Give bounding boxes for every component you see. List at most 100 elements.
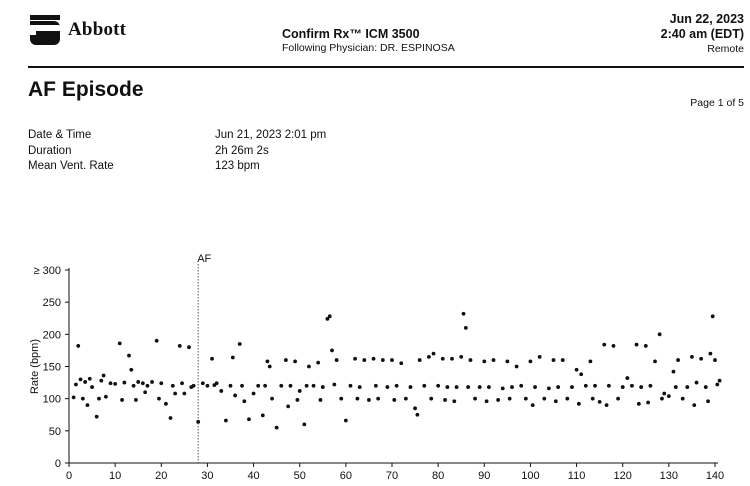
- x-tick-label: 40: [247, 470, 259, 482]
- data-point: [145, 383, 150, 388]
- following-physician: Following Physician: DR. ESPINOSA: [282, 42, 455, 54]
- data-point: [463, 326, 468, 330]
- data-point: [191, 383, 196, 388]
- report-mode: Remote: [707, 43, 744, 55]
- data-point: [528, 359, 533, 364]
- detail-row-mean-rate: Mean Vent. Rate 123 bpm: [28, 159, 326, 175]
- data-point: [408, 385, 413, 389]
- y-tick-label: 100: [43, 394, 61, 406]
- data-point: [283, 358, 288, 362]
- data-point: [330, 348, 334, 353]
- x-tick-label: 60: [340, 470, 352, 482]
- data-point: [630, 383, 634, 388]
- data-point: [685, 385, 690, 389]
- detail-value: 123 bpm: [215, 160, 260, 172]
- data-point: [694, 380, 699, 385]
- af-onset-label: AF: [197, 253, 211, 265]
- data-point: [403, 396, 408, 401]
- data-point: [196, 419, 201, 424]
- data-point: [590, 396, 595, 401]
- y-tick-label: 50: [49, 426, 61, 438]
- data-point: [316, 360, 321, 365]
- data-point: [270, 396, 274, 401]
- device-name: Confirm Rx™ ICM 3500: [282, 27, 420, 41]
- x-tick-label: 0: [66, 470, 72, 482]
- data-point: [279, 383, 284, 388]
- data-point: [320, 385, 325, 389]
- data-point: [325, 316, 330, 321]
- data-point: [715, 382, 720, 387]
- data-point: [210, 356, 214, 361]
- x-tick-label: 80: [432, 470, 444, 482]
- data-point: [634, 342, 639, 347]
- data-point: [556, 385, 561, 389]
- data-point: [422, 383, 427, 388]
- data-point: [286, 404, 291, 409]
- data-point: [505, 359, 510, 364]
- data-point: [150, 380, 154, 384]
- data-point: [94, 414, 99, 419]
- data-point: [260, 413, 265, 418]
- page-indicator: Page 1 of 5: [690, 97, 744, 109]
- data-point: [367, 398, 371, 402]
- data-point: [380, 358, 385, 362]
- data-point: [477, 385, 482, 389]
- data-point: [251, 391, 256, 396]
- y-tick-label: ≥ 300: [34, 265, 61, 277]
- data-point: [431, 351, 436, 356]
- x-tick-label: 100: [521, 470, 539, 482]
- x-tick-label: 50: [294, 470, 306, 482]
- data-point: [214, 381, 219, 386]
- data-point: [708, 351, 713, 356]
- data-point: [113, 381, 118, 386]
- data-point: [180, 381, 184, 386]
- data-point: [131, 383, 136, 388]
- data-point: [473, 396, 477, 401]
- data-point: [256, 383, 261, 388]
- data-point: [348, 383, 353, 388]
- data-point: [468, 358, 473, 362]
- data-point: [129, 367, 134, 372]
- report-header: Abbott Confirm Rx™ ICM 3500 Following Ph…: [0, 0, 750, 66]
- abbott-logo-icon: [30, 15, 60, 45]
- report-datetime: Jun 22, 2023 2:40 am (EDT) Remote: [661, 12, 744, 55]
- data-point: [523, 396, 528, 401]
- data-point: [154, 338, 159, 343]
- report-time: 2:40 am (EDT): [660, 27, 744, 41]
- data-point: [717, 378, 722, 383]
- data-point: [223, 418, 228, 423]
- data-point: [443, 398, 447, 402]
- x-tick-label: 70: [386, 470, 398, 482]
- data-point: [237, 342, 242, 346]
- data-point: [228, 383, 233, 388]
- data-point: [507, 396, 512, 401]
- data-point: [339, 396, 344, 401]
- data-point: [134, 398, 138, 402]
- data-point: [219, 389, 224, 393]
- data-point: [355, 396, 360, 401]
- data-point: [461, 311, 466, 316]
- data-point: [87, 376, 92, 381]
- data-point: [542, 396, 547, 401]
- data-point: [170, 383, 175, 388]
- x-tick-label: 140: [706, 470, 724, 482]
- data-point: [530, 403, 535, 407]
- x-tick-label: 30: [201, 470, 213, 482]
- x-tick-label: 130: [660, 470, 678, 482]
- data-point: [392, 398, 397, 402]
- data-point: [90, 385, 94, 389]
- data-point: [332, 382, 337, 387]
- data-point: [466, 385, 471, 389]
- data-point: [510, 385, 514, 389]
- data-point: [182, 391, 187, 396]
- data-point: [143, 390, 148, 395]
- x-tick-label: 20: [155, 470, 167, 482]
- data-point: [673, 385, 678, 389]
- data-point: [699, 356, 704, 361]
- data-point: [415, 412, 420, 417]
- page-title: AF Episode: [28, 78, 144, 101]
- data-point: [357, 385, 362, 389]
- data-point: [583, 383, 588, 388]
- data-point: [553, 399, 558, 404]
- data-point: [293, 359, 297, 364]
